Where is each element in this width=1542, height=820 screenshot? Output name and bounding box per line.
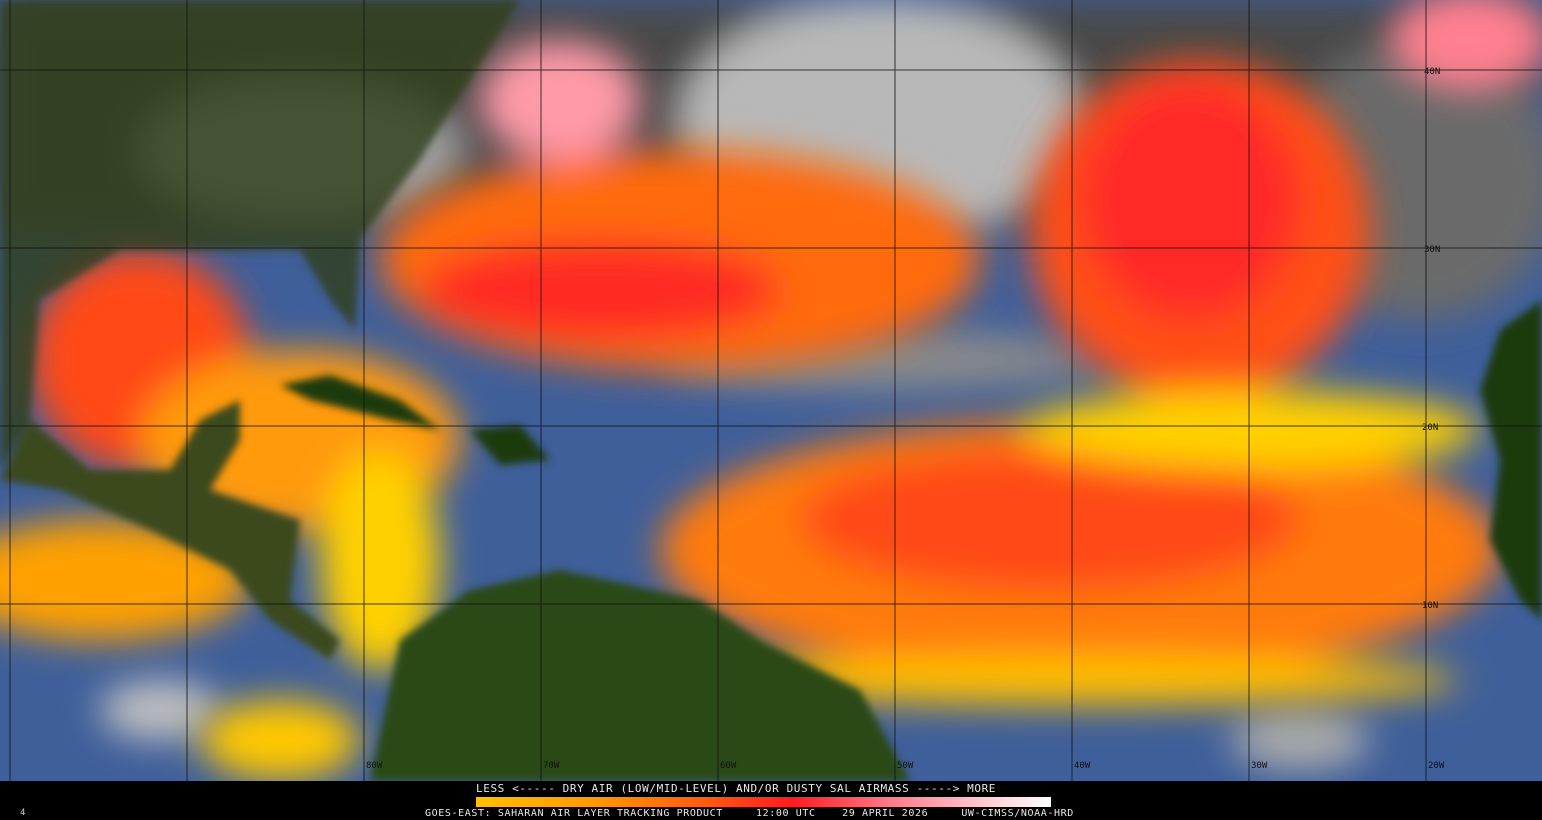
product-caption: GOES-EAST: SAHARAN AIR LAYER TRACKING PR… <box>425 808 1074 819</box>
corner-mark: 4 <box>20 808 26 818</box>
lon-label: 80W <box>366 761 383 771</box>
lon-label: 60W <box>720 761 737 771</box>
color-scale-label: LESS <----- DRY AIR (LOW/MID-LEVEL) AND/… <box>476 782 997 795</box>
lon-label: 20W <box>1428 761 1445 771</box>
land-layer <box>0 0 1542 781</box>
product-name: GOES-EAST: SAHARAN AIR LAYER TRACKING PR… <box>425 808 723 819</box>
lat-label: 40N <box>1424 67 1440 77</box>
satellite-map: 40N 30N 20N 10N 80W 70W 60W 50W 40W 30W … <box>0 0 1542 781</box>
lat-label: 30N <box>1424 245 1440 255</box>
color-scale-bar <box>476 797 1051 807</box>
lon-label: 50W <box>897 761 914 771</box>
lon-label: 30W <box>1251 761 1268 771</box>
time-label: 12:00 UTC <box>756 808 816 819</box>
lat-label: 10N <box>1422 601 1438 611</box>
date-label: 29 APRIL 2026 <box>842 808 929 819</box>
lon-label: 40W <box>1074 761 1091 771</box>
graticule <box>0 0 1542 781</box>
lat-label: 20N <box>1422 423 1438 433</box>
credit-label: UW-CIMSS/NOAA-HRD <box>961 808 1074 819</box>
lon-label: 70W <box>543 761 560 771</box>
